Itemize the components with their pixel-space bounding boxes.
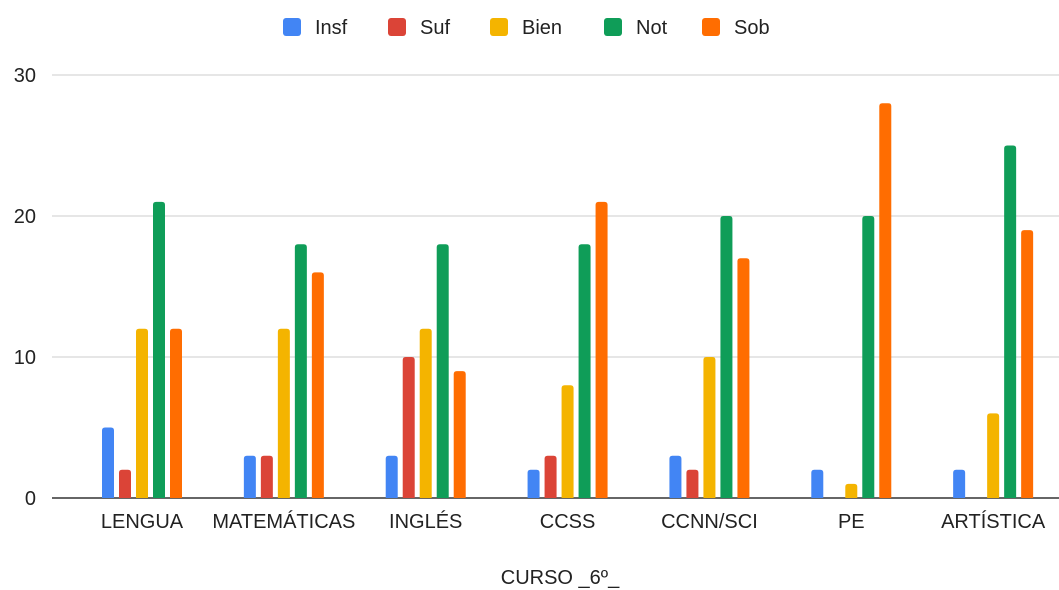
bar-sob xyxy=(595,201,608,498)
bar-group xyxy=(811,103,892,498)
legend-item-suf: Suf xyxy=(388,17,450,39)
bar-group xyxy=(243,244,324,498)
bar-group xyxy=(385,244,466,498)
x-tick-label: CCNN/SCI xyxy=(661,511,758,533)
legend-item-sob: Sob xyxy=(702,17,770,39)
bar-insf xyxy=(102,427,114,498)
x-tick-label: PE xyxy=(838,511,865,533)
x-tick-label: CCSS xyxy=(540,511,596,533)
x-axis-labels: LENGUA MATEMÁTICAS INGLÉS CCSS CCNN/SCI PE ART… xyxy=(101,510,1046,533)
bar-group xyxy=(102,201,182,498)
gridlines xyxy=(52,74,1059,499)
y-tick-label: 0 xyxy=(25,488,36,510)
bars xyxy=(102,103,1034,498)
bar-insf xyxy=(811,469,824,498)
legend-item-not: Not xyxy=(604,17,668,39)
legend: Insf Suf Bien Not Sob xyxy=(283,17,770,39)
bar-insf xyxy=(527,469,540,498)
y-tick-label: 10 xyxy=(14,347,36,369)
legend-label: Insf xyxy=(315,17,348,39)
bar-group xyxy=(669,216,750,498)
legend-label: Bien xyxy=(522,17,562,39)
x-tick-label: INGLÉS xyxy=(389,510,462,533)
bar-not xyxy=(862,216,875,498)
legend-swatch xyxy=(702,18,720,36)
bar-sob xyxy=(737,258,750,498)
bar-not xyxy=(294,244,307,498)
bar-bien xyxy=(136,328,148,498)
y-tick-label: 30 xyxy=(14,65,36,87)
bar-insf xyxy=(669,455,682,498)
legend-item-bien: Bien xyxy=(490,17,562,39)
bar-not xyxy=(1004,145,1017,498)
legend-swatch xyxy=(388,18,406,36)
bar-bien xyxy=(987,413,1000,498)
bar-suf xyxy=(260,455,273,498)
bar-not xyxy=(153,201,165,498)
bar-not xyxy=(578,244,591,498)
bar-group xyxy=(953,145,1034,498)
bar-insf xyxy=(953,469,966,498)
bar-not xyxy=(720,216,733,498)
x-axis-title: CURSO _6º_ xyxy=(501,567,620,589)
bar-sob xyxy=(453,371,466,498)
bar-insf xyxy=(243,455,256,498)
bar-bien xyxy=(845,483,858,498)
bar-suf xyxy=(119,469,131,498)
bar-suf xyxy=(544,455,557,498)
bar-sob xyxy=(879,103,892,498)
bar-suf xyxy=(402,357,415,498)
bar-bien xyxy=(561,385,574,498)
legend-item-insf: Insf xyxy=(283,17,348,39)
legend-swatch xyxy=(283,18,301,36)
bar-sob xyxy=(311,272,324,498)
bar-bien xyxy=(277,328,290,498)
y-tick-label: 20 xyxy=(14,206,36,228)
x-tick-label: ARTÍSTICA xyxy=(941,510,1046,533)
bar-group xyxy=(527,201,608,498)
bar-bien xyxy=(703,357,716,498)
x-tick-label: MATEMÁTICAS xyxy=(212,510,355,533)
bar-bien xyxy=(419,328,432,498)
y-axis-ticks: 0 10 20 30 xyxy=(14,65,36,510)
legend-swatch xyxy=(604,18,622,36)
legend-label: Not xyxy=(636,17,668,39)
bar-sob xyxy=(1021,230,1034,498)
legend-label: Suf xyxy=(420,17,450,39)
legend-label: Sob xyxy=(734,17,770,39)
x-tick-label: LENGUA xyxy=(101,511,184,533)
bar-not xyxy=(436,244,449,498)
bar-sob xyxy=(170,328,182,498)
bar-insf xyxy=(385,455,398,498)
legend-swatch xyxy=(490,18,508,36)
bar-suf xyxy=(686,469,699,498)
